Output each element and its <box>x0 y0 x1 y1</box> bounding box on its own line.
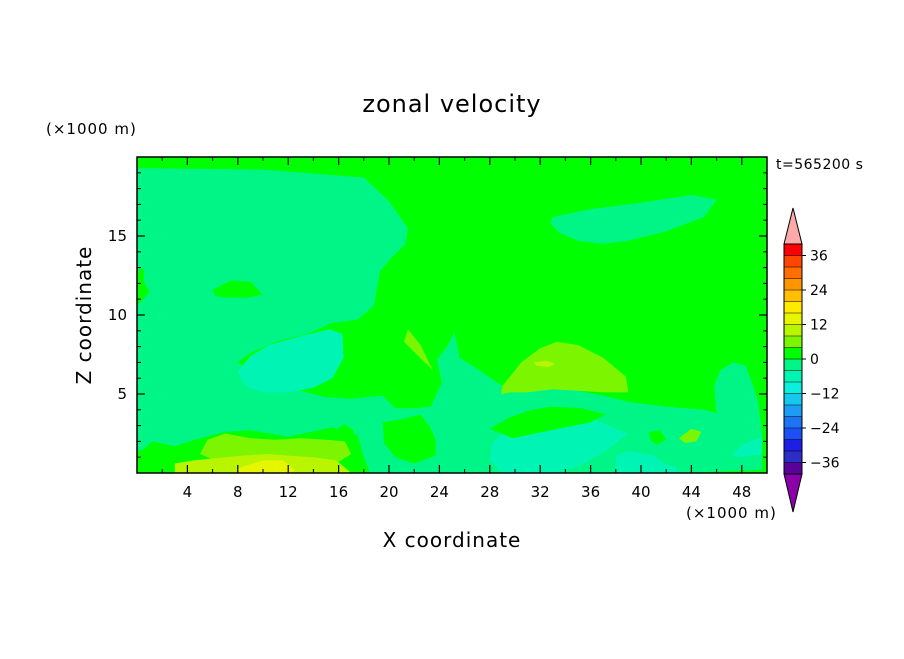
contour-region-3 <box>137 315 155 379</box>
y-tick-label: 5 <box>117 385 127 403</box>
colorbar-swatch-11 <box>784 336 802 348</box>
colorbar-swatch-12 <box>784 324 802 337</box>
x-tick-label: 48 <box>732 483 751 501</box>
x-tick-label: 36 <box>581 483 600 501</box>
colorbar-over-triangle <box>783 207 803 245</box>
y-axis: 5 10 15 <box>108 172 767 458</box>
colorbar-swatch-0 <box>784 462 802 475</box>
colorbar-swatch-10 <box>784 347 802 360</box>
x-tick-label: 12 <box>279 483 298 501</box>
colorbar-label: 0 <box>810 352 819 368</box>
x-tick-label: 8 <box>233 483 243 501</box>
x-tick-label: 16 <box>329 483 348 501</box>
contour-region-4 <box>237 329 344 393</box>
contour-region-2 <box>550 194 717 244</box>
contour-region-13 <box>501 341 629 394</box>
plot-area <box>137 157 767 473</box>
contour-region-16 <box>678 428 702 443</box>
colorbar-swatch-9 <box>784 359 802 371</box>
time-label: t=565200 s <box>776 157 863 173</box>
y-tick-label: 10 <box>108 306 127 324</box>
colorbar-under-triangle <box>783 473 803 513</box>
x-tick-label: 44 <box>682 483 701 501</box>
colorbar-swatch-3 <box>784 428 802 440</box>
x-axis-label: X coordinate <box>383 528 522 552</box>
x-axis-unit: (×1000 m) <box>686 504 777 522</box>
colorbar-swatch-19 <box>784 244 802 256</box>
contour-region-9 <box>489 406 606 439</box>
colorbar-label: −12 <box>810 387 840 403</box>
contour-region-7 <box>731 436 762 458</box>
contour-fill-layer <box>137 168 762 473</box>
x-tick-label: 28 <box>480 483 499 501</box>
colorbar-swatch-5 <box>784 405 802 417</box>
colorbar-swatch-18 <box>784 255 802 268</box>
colorbar-swatch-14 <box>784 301 802 314</box>
colorbar-swatch-13 <box>784 313 802 325</box>
colorbar-swatch-15 <box>784 290 802 302</box>
colorbar-swatch-1 <box>784 451 802 463</box>
x-axis: 4 8 12 16 20 24 28 32 36 40 44 48 <box>161 157 751 501</box>
contour-region-10 <box>382 414 436 464</box>
contour-region-6 <box>615 450 677 473</box>
contour-region-11 <box>648 430 667 445</box>
colorbar-swatch-6 <box>784 393 802 406</box>
contour-region-17 <box>533 360 556 368</box>
x-tick-label: 32 <box>531 483 550 501</box>
x-tick-label: 24 <box>430 483 449 501</box>
contour-region-19 <box>237 460 295 473</box>
contour-region-12 <box>332 424 354 443</box>
contour-region-14 <box>404 329 434 371</box>
y-axis-unit: (×1000 m) <box>46 120 137 138</box>
colorbar-swatch-7 <box>784 382 802 394</box>
colorbar-label: −36 <box>810 456 840 472</box>
contour-region-1 <box>137 168 762 473</box>
colorbar-label: −24 <box>810 421 840 437</box>
colorbar-swatch-2 <box>784 439 802 452</box>
colorbar-swatch-17 <box>784 267 802 279</box>
colorbar-label: 36 <box>810 249 828 265</box>
colorbar-label: 12 <box>810 318 828 334</box>
colorbar: 36 24 12 0 −12 −24 −36 <box>783 207 840 513</box>
chart-title: zonal velocity <box>362 90 541 118</box>
colorbar-swatch-8 <box>784 370 802 383</box>
contour-region-8 <box>212 280 263 298</box>
x-tick-label: 40 <box>631 483 650 501</box>
colorbar-label: 24 <box>810 283 828 299</box>
colorbar-swatch-4 <box>784 416 802 429</box>
colorbar-swatch-16 <box>784 278 802 291</box>
x-tick-label: 20 <box>379 483 398 501</box>
y-tick-label: 15 <box>108 227 127 245</box>
y-axis-label: Z coordinate <box>72 246 96 385</box>
x-tick-label: 4 <box>183 483 193 501</box>
